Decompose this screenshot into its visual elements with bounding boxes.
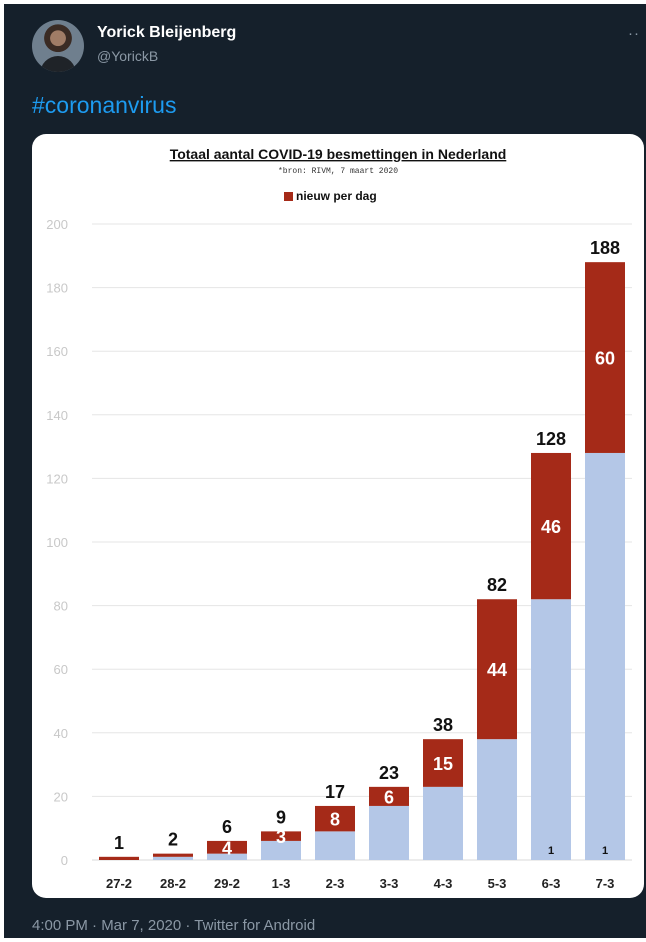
x-tick-label: 2-3 [326, 876, 345, 891]
new-per-day-label: 6 [384, 787, 394, 807]
chart-title: Totaal aantal COVID-19 besmettingen in N… [170, 146, 507, 162]
bar-new [99, 856, 139, 860]
new-per-day-label: 44 [487, 660, 507, 680]
author-handle[interactable]: @YorickB [97, 48, 159, 64]
tweet-timestamp[interactable]: 4:00 PM · Mar 7, 2020 · Twitter for Andr… [32, 917, 316, 934]
hashtag-link[interactable]: #coronanvirus [32, 92, 177, 118]
bar-base [423, 786, 463, 860]
small-value-label: 1 [548, 845, 554, 857]
y-tick-label: 80 [54, 599, 68, 614]
y-tick-label: 140 [46, 408, 68, 423]
total-label: 82 [487, 575, 507, 595]
bar-new [423, 739, 463, 787]
tweet-image-chart[interactable]: 0 20 40 60 80 100 120 140 160 180 200 Totaal aanta… [32, 134, 644, 898]
total-label: 23 [379, 763, 399, 783]
bar-base [261, 840, 301, 860]
total-label: 188 [590, 238, 620, 258]
bar-new [153, 853, 193, 857]
total-label: 9 [276, 807, 286, 827]
chart-subtitle: *bron: RIVM, 7 maart 2020 [278, 167, 398, 176]
new-per-day-label: 8 [330, 810, 340, 830]
y-tick-label: 160 [46, 344, 68, 359]
total-label: 2 [168, 830, 178, 850]
total-label: 38 [433, 715, 453, 735]
new-per-day-label: 60 [595, 349, 615, 369]
bar-new [585, 262, 625, 453]
legend-swatch [284, 192, 293, 201]
x-tick-label: 6-3 [542, 876, 561, 891]
legend-label: nieuw per dag [296, 189, 377, 203]
author-name[interactable]: Yorick Bleijenberg [97, 24, 237, 41]
y-tick-label: 180 [46, 281, 68, 296]
y-tick-label: 60 [54, 662, 68, 677]
x-tick-label: 27-2 [106, 876, 132, 891]
bar-new [369, 786, 409, 806]
y-tick-label: 100 [46, 535, 68, 550]
x-tick-label: 29-2 [214, 876, 240, 891]
bar-base [315, 831, 355, 860]
x-tick-label: 4-3 [434, 876, 453, 891]
bar-base [369, 805, 409, 860]
small-value-label: 1 [602, 845, 608, 857]
x-tick-label: 7-3 [596, 876, 615, 891]
new-per-day-label: 15 [433, 754, 453, 774]
new-per-day-label: 4 [222, 838, 232, 858]
new-per-day-label: 46 [541, 517, 561, 537]
x-tick-label: 28-2 [160, 876, 186, 891]
y-tick-label: 120 [46, 471, 68, 486]
y-tick-label: 0 [61, 853, 68, 868]
new-per-day-label: 3 [276, 827, 286, 847]
bar-base [207, 853, 247, 860]
x-tick-label: 3-3 [380, 876, 399, 891]
x-tick-label: 1-3 [272, 876, 291, 891]
window-bottom-border [0, 938, 646, 942]
total-label: 17 [325, 782, 345, 802]
total-label: 1 [114, 833, 124, 853]
bar-base [585, 452, 625, 860]
y-tick-label: 40 [54, 726, 68, 741]
bar-new [261, 831, 301, 841]
y-tick-label: 200 [46, 217, 68, 232]
avatar-shirt [40, 56, 76, 72]
bar-new [315, 805, 355, 832]
bar-base [153, 856, 193, 860]
bar-base [531, 599, 571, 860]
y-tick-label: 20 [54, 789, 68, 804]
window-left-border [0, 0, 4, 942]
more-options-icon[interactable]: ·· [628, 25, 640, 42]
avatar[interactable] [32, 20, 84, 72]
chart-bars [99, 262, 625, 860]
chart-labels: 27-2128-2229-2641-3932-31783-32364-33815… [106, 238, 620, 891]
total-label: 6 [222, 817, 232, 837]
bar-base [477, 739, 517, 860]
bar-new [207, 840, 247, 854]
bar-new [531, 452, 571, 600]
bar-new [477, 599, 517, 740]
x-tick-label: 5-3 [488, 876, 507, 891]
total-label: 128 [536, 429, 566, 449]
window-top-border [0, 0, 646, 4]
